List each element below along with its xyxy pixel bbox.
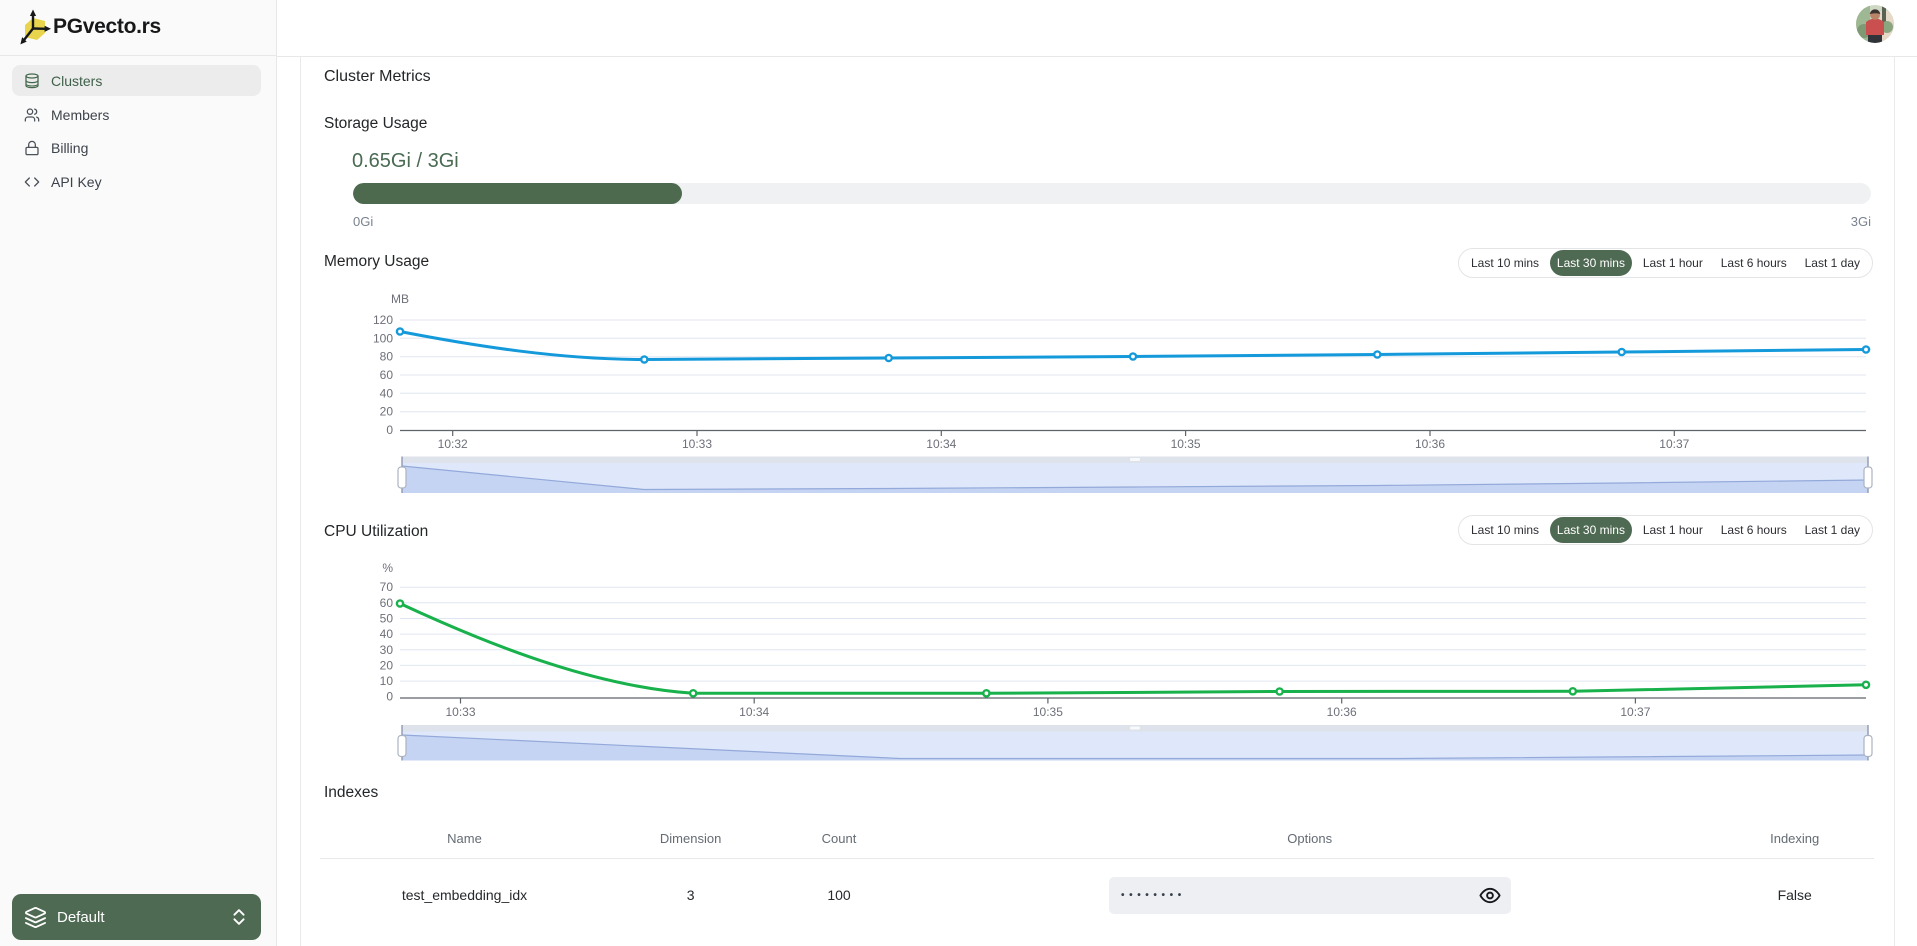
svg-text:0: 0 (386, 690, 393, 704)
svg-text:10:35: 10:35 (1033, 705, 1063, 719)
svg-text:100: 100 (373, 331, 393, 345)
svg-text:10:37: 10:37 (1659, 437, 1689, 451)
svg-text:40: 40 (380, 627, 394, 641)
svg-text:60: 60 (380, 596, 394, 610)
svg-text:10:36: 10:36 (1415, 437, 1445, 451)
svg-text:10:34: 10:34 (926, 437, 956, 451)
svg-text:MB: MB (391, 292, 409, 306)
svg-text:10:35: 10:35 (1171, 437, 1201, 451)
svg-text:10: 10 (380, 674, 394, 688)
svg-text:10:32: 10:32 (438, 437, 468, 451)
svg-text:10:36: 10:36 (1327, 705, 1357, 719)
svg-text:10:33: 10:33 (445, 705, 475, 719)
svg-text:70: 70 (380, 580, 394, 594)
svg-text:%: % (382, 561, 393, 575)
svg-text:30: 30 (380, 643, 394, 657)
svg-text:40: 40 (380, 386, 394, 400)
svg-text:80: 80 (380, 350, 394, 364)
svg-text:10:33: 10:33 (682, 437, 712, 451)
svg-text:20: 20 (380, 405, 394, 419)
svg-text:0: 0 (386, 423, 393, 437)
svg-text:60: 60 (380, 368, 394, 382)
svg-text:120: 120 (373, 313, 393, 327)
svg-text:10:34: 10:34 (739, 705, 769, 719)
svg-text:50: 50 (380, 612, 394, 626)
svg-text:10:37: 10:37 (1620, 705, 1650, 719)
svg-text:20: 20 (380, 658, 394, 672)
